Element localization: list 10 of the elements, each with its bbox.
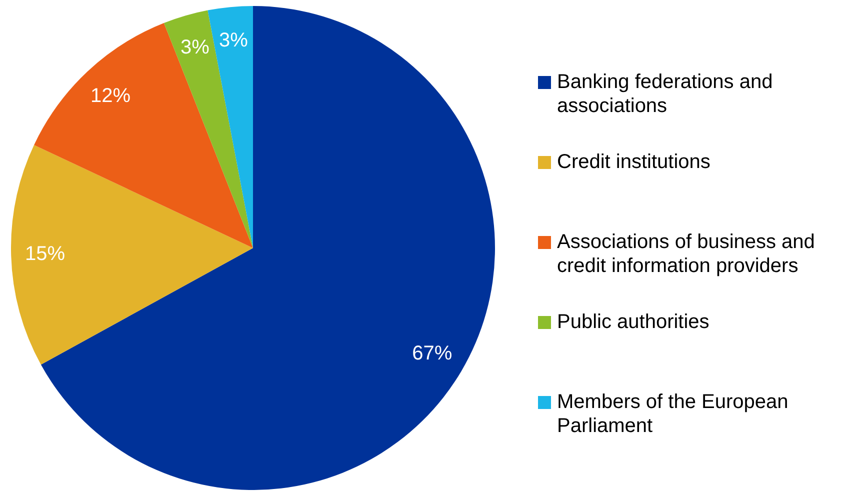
legend-label: Banking federations and associations	[557, 70, 774, 118]
legend-label: Public authorities	[557, 310, 710, 334]
data-label: 3%	[218, 29, 248, 52]
legend-label: Members of the European Parliament	[557, 390, 790, 438]
data-label: 67%	[412, 342, 452, 364]
legend-label: Credit institutions	[557, 150, 710, 174]
legend-label: Associations of business and credit information providers	[557, 230, 816, 278]
data-label: 12%	[90, 84, 131, 107]
data-label: 3%	[180, 36, 210, 59]
data-label: 15%	[24, 243, 66, 266]
